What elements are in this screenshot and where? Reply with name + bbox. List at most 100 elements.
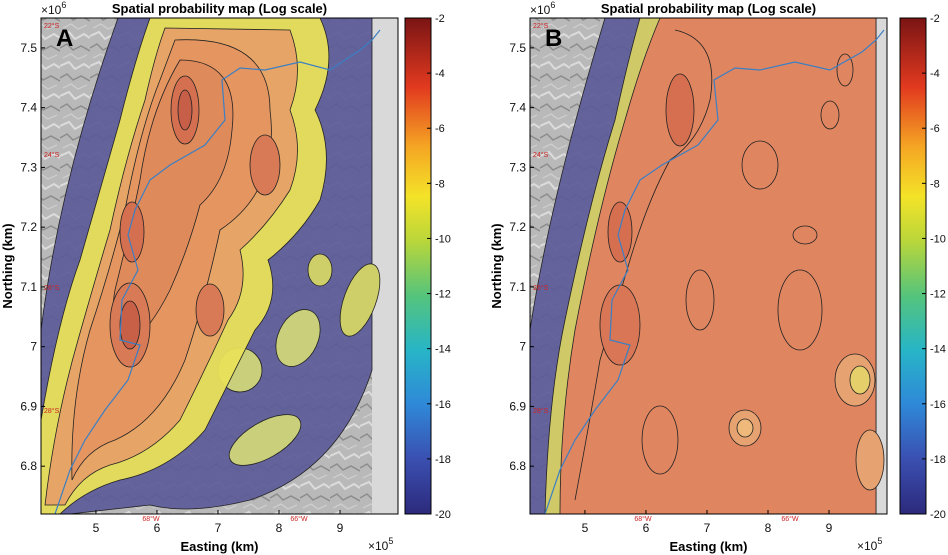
x-tick-label: 5 <box>582 521 589 535</box>
contour-line <box>855 429 885 491</box>
colorbar-tick-label: -14 <box>435 344 451 356</box>
hillshade-east-edge <box>372 18 398 514</box>
contour-line <box>177 89 193 131</box>
y-axis-label-a: Northing (km) <box>0 223 15 308</box>
colorbar-tick-label: -4 <box>435 68 445 80</box>
colorbar-tick-label: -16 <box>930 399 946 411</box>
x-ticks-b: 5 6 7 8 9 <box>582 510 833 535</box>
x-tick-label: 6 <box>154 521 161 535</box>
y-tick-label: 7.2 <box>20 220 37 234</box>
y-ticks-b: 6.8 6.9 7 7.1 7.2 7.3 7.4 7.5 <box>509 41 534 473</box>
contour-line <box>665 73 695 147</box>
colorbar-tick-label: -10 <box>930 233 946 245</box>
y-tick-label: 6.8 <box>20 459 37 473</box>
chart-title-a: Spatial probability map (Log scale) <box>112 1 327 16</box>
x-tick-label: 6 <box>643 521 650 535</box>
y-tick-label: 7.1 <box>509 280 526 294</box>
x-tick-label: 8 <box>276 521 283 535</box>
contour-line <box>849 365 871 395</box>
lat-label: 22°S <box>533 22 549 30</box>
lat-label: 28°S <box>44 407 60 415</box>
lat-label: 24°S <box>44 151 60 159</box>
colorbar-tick-label: -2 <box>930 13 940 25</box>
y-ticks-a: 6.8 6.9 7 7.1 7.2 7.3 7.4 7.5 <box>20 41 45 473</box>
lat-label: 24°S <box>533 151 549 159</box>
lon-label: 68°W <box>142 515 160 523</box>
panel-b: B Spatial probability map (Log scale) 5 6… <box>489 0 946 554</box>
map-area-b <box>530 18 887 514</box>
contour-line <box>119 201 145 263</box>
colorbar-tick-label: -20 <box>930 509 946 521</box>
y-tick-label: 6.9 <box>20 399 37 413</box>
lat-label: 26°S <box>533 284 549 292</box>
probability-band-orange <box>559 18 877 514</box>
colorbar-tick-label: -20 <box>435 509 451 521</box>
x-axis-label-b: Easting (km) <box>669 539 747 554</box>
colorbar-ticks-b: -2 -4 -6 -8 -10 -12 -14 -16 -18 -20 <box>922 13 946 521</box>
x-axis-label-a: Easting (km) <box>180 539 258 554</box>
panel-a: A Spatial probability map (Log scale) 5 6… <box>0 0 451 554</box>
colorbar-tick-label: -4 <box>930 68 940 80</box>
colorbar-tick-label: -12 <box>435 289 451 301</box>
colorbar-b <box>899 17 927 515</box>
y-axis-label-b: Northing (km) <box>489 223 504 308</box>
contour-line <box>607 201 633 263</box>
colorbar-tick-label: -18 <box>435 454 451 466</box>
chart-title-b: Spatial probability map (Log scale) <box>601 1 816 16</box>
y-tick-label: 7.2 <box>509 220 526 234</box>
colorbar-tick-label: -8 <box>930 178 940 190</box>
x-tick-label: 7 <box>215 521 222 535</box>
probability-blob <box>339 263 381 337</box>
contour-line <box>599 284 641 366</box>
colorbar-tick-label: -6 <box>930 123 940 135</box>
contour-line <box>119 300 141 350</box>
colorbar-tick-label: -12 <box>930 289 946 301</box>
latitude-labels-b: 22°S 24°S 26°S 28°S 68°W 66°W <box>533 22 799 523</box>
x-ticks-a: 5 6 7 8 9 <box>93 510 344 535</box>
y-tick-label: 6.8 <box>509 459 526 473</box>
contour-line <box>836 53 854 87</box>
x-multiplier-b: ×105 <box>857 536 882 553</box>
hillshade-east-edge <box>876 18 887 514</box>
probability-blob <box>307 253 333 287</box>
colorbar-tick-label: -8 <box>435 178 445 190</box>
colorbar-tick-label: -14 <box>930 344 946 356</box>
y-tick-label: 7.3 <box>509 160 526 174</box>
y-tick-label: 7.4 <box>509 101 526 115</box>
lon-label: 66°W <box>781 515 799 523</box>
colorbar-tick-label: -18 <box>930 454 946 466</box>
y-tick-label: 7.1 <box>20 280 37 294</box>
lat-label: 28°S <box>533 407 549 415</box>
y-tick-label: 7 <box>519 340 526 354</box>
map-area-a <box>41 18 398 514</box>
national-border <box>54 29 381 514</box>
colorbar-ticks-a: -2 -4 -6 -8 -10 -12 -14 -16 -18 -20 <box>427 13 451 521</box>
lon-label: 68°W <box>634 515 652 523</box>
contour-line <box>574 29 713 501</box>
colorbar-tick-label: -10 <box>435 233 451 245</box>
contour-line <box>792 225 818 245</box>
axes-frame-b <box>529 17 888 515</box>
panel-letter-a: A <box>56 25 73 52</box>
national-border <box>544 29 885 514</box>
contour-line <box>641 405 679 475</box>
x-tick-label: 7 <box>704 521 711 535</box>
y-tick-label: 7.4 <box>20 101 37 115</box>
y-tick-label: 7.3 <box>20 160 37 174</box>
colorbar-tick-label: -16 <box>435 399 451 411</box>
contour-line <box>741 140 779 190</box>
x-tick-label: 9 <box>826 521 833 535</box>
y-tick-label: 6.9 <box>509 399 526 413</box>
y-tick-label: 7.5 <box>509 41 526 55</box>
contour-line <box>736 418 754 438</box>
contour-line <box>685 269 715 331</box>
axes-frame-a <box>40 17 399 515</box>
contour-line <box>777 269 823 351</box>
x-tick-label: 8 <box>765 521 772 535</box>
latitude-labels-a: 22°S 24°S 26°S 28°S 68°W 66°W <box>44 22 308 523</box>
lon-label: 66°W <box>290 515 308 523</box>
probability-blob <box>228 414 302 466</box>
y-multiplier-a: ×106 <box>41 0 66 17</box>
colorbar-tick-label: -6 <box>435 123 445 135</box>
